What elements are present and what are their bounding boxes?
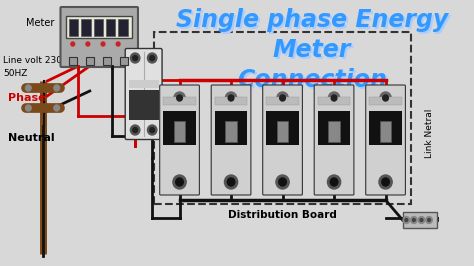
Text: Link Netral: Link Netral: [426, 108, 435, 158]
Circle shape: [26, 85, 31, 91]
Circle shape: [71, 42, 74, 46]
Circle shape: [173, 175, 186, 189]
Bar: [380, 120, 391, 142]
Circle shape: [277, 92, 288, 104]
FancyBboxPatch shape: [211, 85, 251, 195]
Text: Meter: Meter: [273, 38, 351, 62]
Bar: [266, 97, 299, 105]
Circle shape: [150, 56, 155, 60]
Bar: [164, 111, 196, 146]
Circle shape: [101, 42, 105, 46]
Bar: [86, 57, 93, 65]
Circle shape: [54, 105, 60, 111]
FancyBboxPatch shape: [366, 85, 405, 195]
Bar: [328, 120, 340, 142]
Circle shape: [276, 175, 289, 189]
Circle shape: [280, 95, 285, 101]
Bar: [154, 32, 411, 204]
Bar: [174, 120, 185, 142]
Bar: [120, 57, 128, 65]
Circle shape: [133, 56, 137, 60]
Circle shape: [228, 95, 234, 101]
FancyBboxPatch shape: [263, 85, 302, 195]
FancyBboxPatch shape: [125, 48, 162, 139]
Bar: [164, 97, 196, 105]
Bar: [225, 120, 237, 142]
Circle shape: [328, 92, 340, 104]
Circle shape: [330, 178, 338, 186]
Bar: [128, 80, 159, 88]
Circle shape: [26, 105, 31, 111]
Circle shape: [279, 178, 286, 186]
Circle shape: [426, 217, 432, 223]
Circle shape: [147, 125, 157, 135]
Circle shape: [331, 95, 337, 101]
Circle shape: [54, 85, 60, 91]
Text: Meter: Meter: [27, 18, 55, 28]
Circle shape: [412, 218, 415, 222]
Circle shape: [176, 178, 183, 186]
Bar: [69, 19, 78, 36]
Circle shape: [177, 95, 182, 101]
Circle shape: [382, 178, 389, 186]
Circle shape: [150, 127, 155, 132]
Bar: [106, 19, 115, 36]
Circle shape: [130, 53, 140, 63]
Bar: [277, 120, 288, 142]
Bar: [128, 90, 159, 120]
Circle shape: [379, 175, 392, 189]
Circle shape: [328, 175, 341, 189]
Text: Neutral: Neutral: [8, 133, 54, 143]
Circle shape: [380, 92, 391, 104]
Circle shape: [174, 92, 185, 104]
FancyBboxPatch shape: [61, 7, 138, 67]
Circle shape: [420, 218, 423, 222]
Bar: [81, 19, 91, 36]
Text: Connection: Connection: [239, 70, 389, 94]
Bar: [69, 57, 76, 65]
Text: Single phase Energy: Single phase Energy: [176, 8, 448, 32]
Circle shape: [383, 95, 388, 101]
Circle shape: [224, 175, 237, 189]
Circle shape: [410, 217, 417, 223]
Circle shape: [147, 53, 157, 63]
Circle shape: [86, 42, 90, 46]
Circle shape: [405, 218, 408, 222]
Circle shape: [225, 92, 237, 104]
Circle shape: [418, 217, 425, 223]
Circle shape: [403, 217, 410, 223]
Circle shape: [133, 127, 137, 132]
Circle shape: [116, 42, 120, 46]
Bar: [66, 16, 132, 38]
Bar: [402, 212, 437, 228]
Bar: [318, 97, 350, 105]
Bar: [103, 57, 110, 65]
Bar: [266, 111, 299, 146]
Circle shape: [428, 218, 430, 222]
Text: Connection: Connection: [237, 68, 387, 92]
Text: Distribution Board: Distribution Board: [228, 210, 337, 220]
Bar: [370, 111, 401, 146]
Text: Meter: Meter: [274, 40, 353, 64]
Bar: [118, 19, 128, 36]
Circle shape: [227, 178, 235, 186]
Bar: [93, 19, 103, 36]
Bar: [318, 111, 350, 146]
Bar: [370, 97, 401, 105]
Bar: [215, 111, 247, 146]
FancyBboxPatch shape: [160, 85, 200, 195]
FancyBboxPatch shape: [314, 85, 354, 195]
Bar: [215, 97, 247, 105]
Circle shape: [130, 125, 140, 135]
Text: Single phase Energy: Single phase Energy: [178, 10, 450, 34]
Text: Phase: Phase: [8, 93, 45, 103]
Text: Line volt 230v
50HZ: Line volt 230v 50HZ: [3, 56, 67, 77]
